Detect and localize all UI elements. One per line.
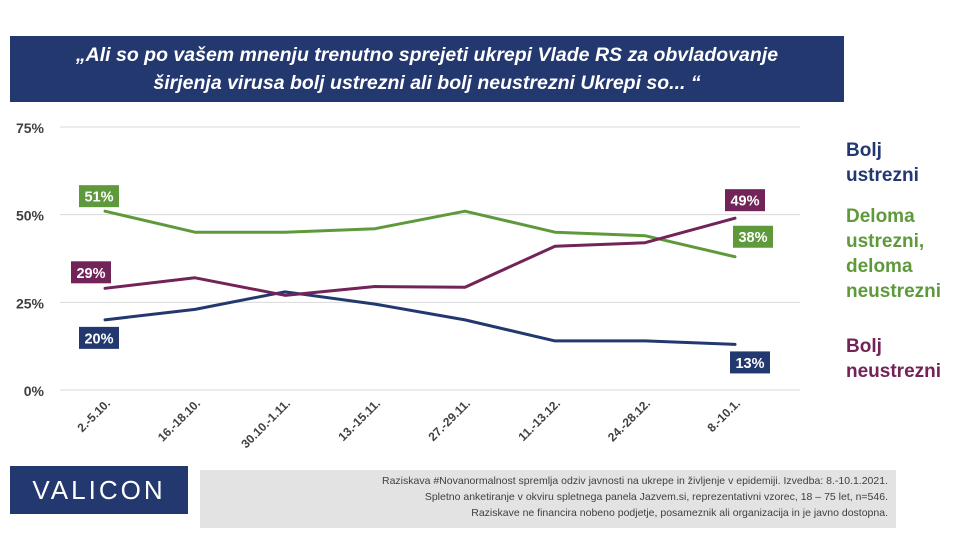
- data-label-box: [79, 185, 119, 208]
- x-tick-label: 8.-10.1.: [704, 396, 743, 435]
- y-tick-label: 50%: [16, 208, 45, 224]
- legend-entry-line: Bolj: [846, 140, 882, 161]
- x-tick-label: 11.-13.12.: [515, 396, 563, 444]
- legend-entry-line: ustrezni: [846, 165, 919, 186]
- x-tick-label: 27.-29.11.: [425, 396, 473, 444]
- legend-entry-line: Bolj: [846, 336, 882, 357]
- footnote-line-3: Raziskave ne financira nobeno podjetje, …: [471, 507, 888, 519]
- title-line-1: „Ali so po vašem mnenju trenutno sprejet…: [75, 44, 779, 66]
- data-label: 38%: [738, 230, 767, 246]
- data-label-box: [733, 225, 773, 248]
- y-tick-label: 0%: [24, 383, 45, 399]
- valicon-logo: VALICON: [10, 466, 188, 514]
- footnote: Raziskava #Novanormalnost spremlja odziv…: [200, 470, 896, 528]
- data-label-box: [730, 351, 770, 374]
- chart-title: „Ali so po vašem mnenju trenutno sprejet…: [10, 36, 844, 102]
- legend-entry-line: neustrezni: [846, 281, 942, 302]
- x-tick-label: 2.-5.10.: [74, 396, 113, 435]
- legend-entry-line: Deloma: [846, 206, 915, 227]
- legend-entry-line: ustrezni,: [846, 231, 925, 252]
- data-label: 29%: [76, 266, 105, 282]
- x-tick-label: 16.-18.10.: [155, 396, 203, 444]
- x-tick-label: 13.-15.11.: [335, 396, 383, 444]
- data-label: 49%: [730, 194, 759, 210]
- title-line-2: širjenja virusa bolj ustrezni ali bolj n…: [153, 72, 701, 94]
- series-line-3: [103, 216, 737, 297]
- data-label: 51%: [84, 190, 113, 206]
- data-label: 13%: [735, 356, 764, 372]
- data-label-box: [79, 326, 119, 349]
- y-tick-label: 75%: [16, 120, 45, 136]
- legend-entry-3: Bolj neustrezni: [846, 334, 941, 384]
- legend-entry-2: Deloma ustrezni, deloma neustrezni: [846, 204, 941, 304]
- legend-entry-line: neustrezni: [846, 361, 942, 382]
- x-tick-label: 30.10.-1.11.: [238, 396, 293, 451]
- data-label: 20%: [84, 331, 113, 347]
- series-line-1: [103, 290, 737, 346]
- series-line-2: [103, 209, 737, 259]
- footnote-line-2: Spletno anketiranje v okviru spletnega p…: [424, 491, 888, 503]
- x-tick-label: 24.-28.12.: [605, 396, 653, 444]
- data-label-box: [725, 189, 765, 212]
- legend-entry-line: deloma: [846, 256, 913, 277]
- footnote-line-1: Raziskava #Novanormalnost spremlja odziv…: [381, 475, 888, 487]
- y-tick-label: 25%: [16, 295, 45, 311]
- legend-entry-1: Bolj ustrezni: [846, 138, 919, 188]
- data-label-box: [71, 261, 111, 284]
